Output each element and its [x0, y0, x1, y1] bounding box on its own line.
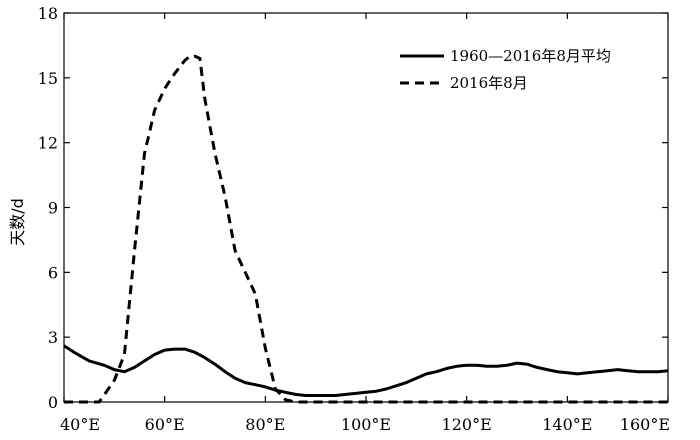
- x-tick-label: 80°E: [245, 415, 285, 434]
- x-tick-label: 120°E: [442, 415, 492, 434]
- legend: 1960—2016年8月平均 2016年8月: [400, 47, 611, 92]
- y-tick-label: 9: [48, 199, 58, 218]
- x-tick-label: 140°E: [542, 415, 592, 434]
- y-tick-label: 12: [38, 134, 58, 153]
- y-tick-label: 3: [48, 328, 58, 347]
- x-tick-label: 160°E: [620, 415, 670, 434]
- legend-label: 1960—2016年8月平均: [450, 47, 611, 65]
- y-axis-title: 天数/d: [8, 198, 27, 246]
- y-axis-title-group: 天数/d: [8, 198, 27, 246]
- series-mean-line: [63, 344, 669, 397]
- x-tick-label: 40°E: [60, 415, 100, 434]
- x-tick-label: 100°E: [341, 415, 391, 434]
- plot-border: [63, 12, 669, 403]
- x-axis: 40°E 60°E 80°E 100°E 120°E 140°E 160°E: [60, 13, 670, 434]
- y-tick-label: 15: [38, 69, 58, 88]
- y-tick-label: 18: [38, 4, 58, 23]
- plot-frame: [63, 12, 669, 403]
- legend-label: 2016年8月: [450, 74, 528, 92]
- y-tick-label: 6: [48, 263, 58, 282]
- y-axis: 0 3 6 9 12 15 18: [38, 4, 668, 412]
- y-tick-label: 0: [48, 393, 58, 412]
- series-2016-aug-line: [64, 54, 668, 404]
- x-tick-label: 60°E: [145, 415, 185, 434]
- series-layer: [63, 54, 669, 404]
